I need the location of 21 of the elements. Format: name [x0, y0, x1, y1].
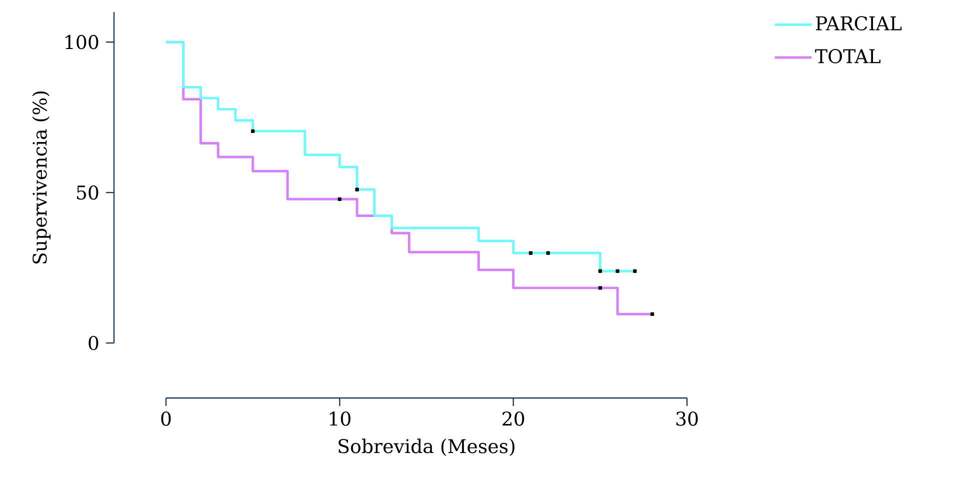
y-tick-label: 100 — [66, 34, 98, 50]
x-tick-label: 20 — [502, 412, 524, 426]
point — [528, 251, 532, 255]
y-axis-title: Supervivencia (%) — [32, 91, 51, 264]
x-tick-label: 30 — [676, 412, 698, 426]
x-axis-title: Sobrevida (Meses) — [338, 438, 514, 456]
point — [338, 197, 342, 201]
point — [355, 188, 359, 192]
y-tick-label: 50 — [77, 185, 98, 200]
x-tick-label: 0 — [161, 412, 171, 426]
legend-label: PARCIAL — [816, 16, 902, 30]
point — [546, 251, 550, 255]
x-tick-label: 10 — [330, 412, 350, 426]
point — [598, 269, 602, 273]
point — [650, 312, 654, 316]
point — [616, 269, 620, 273]
point — [251, 129, 255, 133]
point — [598, 286, 602, 290]
point — [633, 269, 637, 273]
y-tick-label: 0 — [88, 336, 98, 350]
legend-label: TOTAL — [815, 49, 880, 64]
